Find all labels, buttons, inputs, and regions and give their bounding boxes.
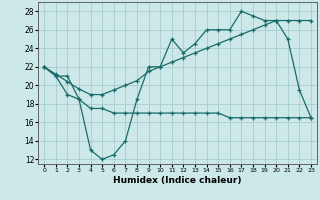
X-axis label: Humidex (Indice chaleur): Humidex (Indice chaleur)	[113, 176, 242, 185]
